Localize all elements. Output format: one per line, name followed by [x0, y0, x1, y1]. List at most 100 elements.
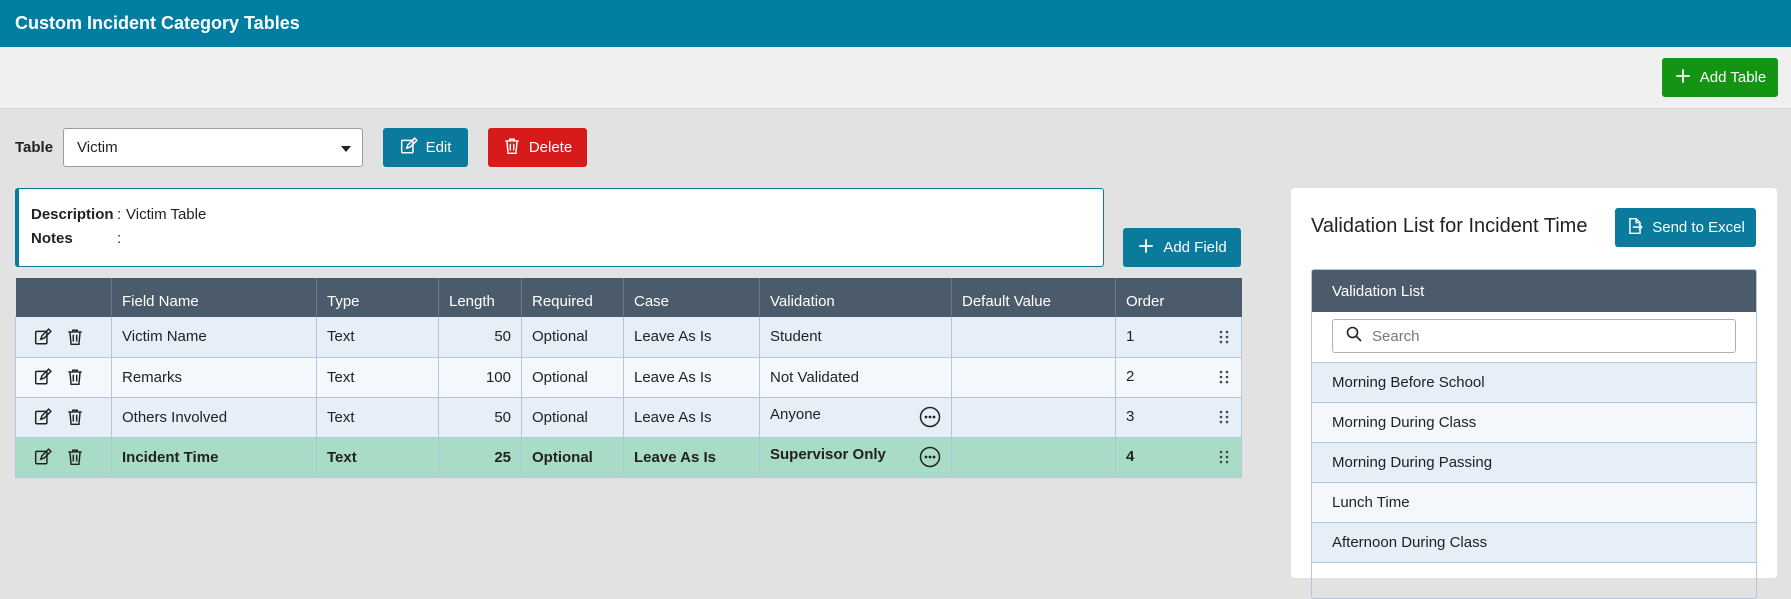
- table-row[interactable]: Remarks Text 100 Optional Leave As Is Not Val…: [15, 357, 1242, 398]
- table-select-value: Victim: [77, 139, 118, 156]
- page-title: Custom Incident Category Tables: [15, 13, 300, 33]
- validation-value: Supervisor Only: [770, 446, 886, 463]
- case-cell: Leave As Is: [623, 397, 760, 438]
- length-cell: 100: [438, 357, 522, 398]
- order-cell: 3: [1115, 397, 1242, 438]
- plus-icon: [1137, 237, 1155, 259]
- edit-row-icon[interactable]: [34, 408, 52, 426]
- row-actions-cell: [15, 357, 112, 398]
- notes-key: Notes: [31, 229, 73, 247]
- validation-list-header: Validation List: [1312, 270, 1756, 312]
- top-header: Custom Incident Category Tables: [0, 0, 1791, 47]
- validation-value: Not Validated: [770, 368, 859, 386]
- add-table-button[interactable]: Add Table: [1662, 58, 1778, 97]
- validation-panel-title: Validation List for Incident Time: [1311, 215, 1588, 237]
- required-cell: Optional: [521, 437, 624, 478]
- order-cell: 2: [1115, 357, 1242, 398]
- delete-label: Delete: [528, 139, 573, 156]
- edit-row-icon[interactable]: [34, 368, 52, 386]
- order-cell: 4: [1115, 437, 1242, 478]
- delete-row-icon[interactable]: [66, 368, 84, 386]
- default-value-cell: [951, 317, 1116, 358]
- table-select-label: Table: [15, 139, 54, 156]
- list-item[interactable]: Morning Before School: [1312, 363, 1756, 403]
- notes-row: Notes :: [31, 229, 122, 247]
- case-cell: Leave As Is: [623, 317, 760, 358]
- column-header-default-value[interactable]: Default Value: [951, 278, 1116, 317]
- delete-row-icon[interactable]: [66, 408, 84, 426]
- table-row[interactable]: Incident Time Text 25 Optional Leave As Is Su…: [15, 437, 1242, 478]
- trash-icon: [503, 137, 521, 159]
- list-item[interactable]: Morning During Passing: [1312, 443, 1756, 483]
- send-to-excel-label: Send to Excel: [1652, 219, 1745, 236]
- order-value: 2: [1126, 368, 1135, 385]
- column-header-length[interactable]: Length: [438, 278, 522, 317]
- fields-table: Field Name Type Length Required Case Val…: [15, 278, 1242, 478]
- required-cell: Optional: [521, 317, 624, 358]
- validation-cell: Supervisor Only: [759, 437, 952, 478]
- field-name-cell: Victim Name: [111, 317, 317, 358]
- table-row[interactable]: Others Involved Text 50 Optional Leave As Is…: [15, 397, 1242, 438]
- validation-panel: Validation List for Incident Time Send t…: [1291, 188, 1777, 599]
- edit-label: Edit: [425, 139, 452, 156]
- list-item[interactable]: Morning During Class: [1312, 403, 1756, 443]
- column-header-case[interactable]: Case: [623, 278, 760, 317]
- validation-cell: Student: [759, 317, 952, 358]
- type-cell: Text: [316, 397, 439, 438]
- order-value: 3: [1126, 408, 1135, 425]
- column-header-validation[interactable]: Validation: [759, 278, 952, 317]
- delete-row-icon[interactable]: [66, 328, 84, 346]
- row-actions-cell: [15, 317, 112, 358]
- length-cell: 50: [438, 397, 522, 438]
- column-header-type[interactable]: Type: [316, 278, 439, 317]
- default-value-cell: [951, 397, 1116, 438]
- field-name-cell: Incident Time: [111, 437, 317, 478]
- edit-row-icon[interactable]: [34, 448, 52, 466]
- caret-down-icon: [341, 146, 351, 152]
- edit-table-button[interactable]: Edit: [383, 128, 468, 167]
- search-input[interactable]: Search: [1332, 319, 1736, 353]
- description-row: Description : Victim Table: [31, 205, 207, 223]
- column-header-required[interactable]: Required: [521, 278, 624, 317]
- drag-handle-icon[interactable]: [1217, 448, 1231, 466]
- default-value-cell: [951, 357, 1116, 398]
- drag-handle-icon[interactable]: [1217, 368, 1231, 386]
- required-cell: Optional: [521, 357, 624, 398]
- validation-list: Validation List Search Morning Before Sc…: [1311, 269, 1757, 599]
- table-select[interactable]: Victim: [63, 128, 363, 167]
- add-field-button[interactable]: Add Field: [1123, 228, 1241, 267]
- plus-icon: [1674, 67, 1692, 89]
- add-field-label: Add Field: [1163, 239, 1227, 256]
- search-icon: [1346, 326, 1362, 346]
- drag-handle-icon[interactable]: [1217, 408, 1231, 426]
- send-to-excel-button[interactable]: Send to Excel: [1615, 208, 1756, 247]
- type-cell: Text: [316, 437, 439, 478]
- description-value: Victim Table: [126, 205, 207, 223]
- export-icon: [1626, 217, 1644, 239]
- validation-cell: Anyone: [759, 397, 952, 438]
- default-value-cell: [951, 437, 1116, 478]
- list-item[interactable]: Afternoon During Class: [1312, 523, 1756, 563]
- length-cell: 50: [438, 317, 522, 358]
- edit-row-icon[interactable]: [34, 327, 52, 346]
- drag-handle-icon[interactable]: [1217, 328, 1231, 346]
- toolbar: Add Table: [0, 47, 1791, 109]
- description-box: Description : Victim Table Notes :: [15, 188, 1104, 267]
- case-cell: Leave As Is: [623, 437, 760, 478]
- field-name-cell: Remarks: [111, 357, 317, 398]
- delete-table-button[interactable]: Delete: [488, 128, 587, 167]
- ellipsis-icon[interactable]: [919, 446, 941, 468]
- delete-row-icon[interactable]: [66, 448, 84, 466]
- field-name-cell: Others Involved: [111, 397, 317, 438]
- validation-value: Anyone: [770, 406, 821, 423]
- table-header-row: Field Name Type Length Required Case Val…: [15, 278, 1242, 317]
- column-header-field-name[interactable]: Field Name: [111, 278, 317, 317]
- row-actions-cell: [15, 437, 112, 478]
- column-header-order[interactable]: Order: [1115, 278, 1242, 317]
- table-row[interactable]: Victim Name Text 50 Optional Leave As Is Stud…: [15, 317, 1242, 358]
- add-table-label: Add Table: [1699, 69, 1767, 86]
- edit-icon: [400, 136, 418, 159]
- type-cell: Text: [316, 317, 439, 358]
- list-item[interactable]: Lunch Time: [1312, 483, 1756, 523]
- ellipsis-icon[interactable]: [919, 406, 941, 428]
